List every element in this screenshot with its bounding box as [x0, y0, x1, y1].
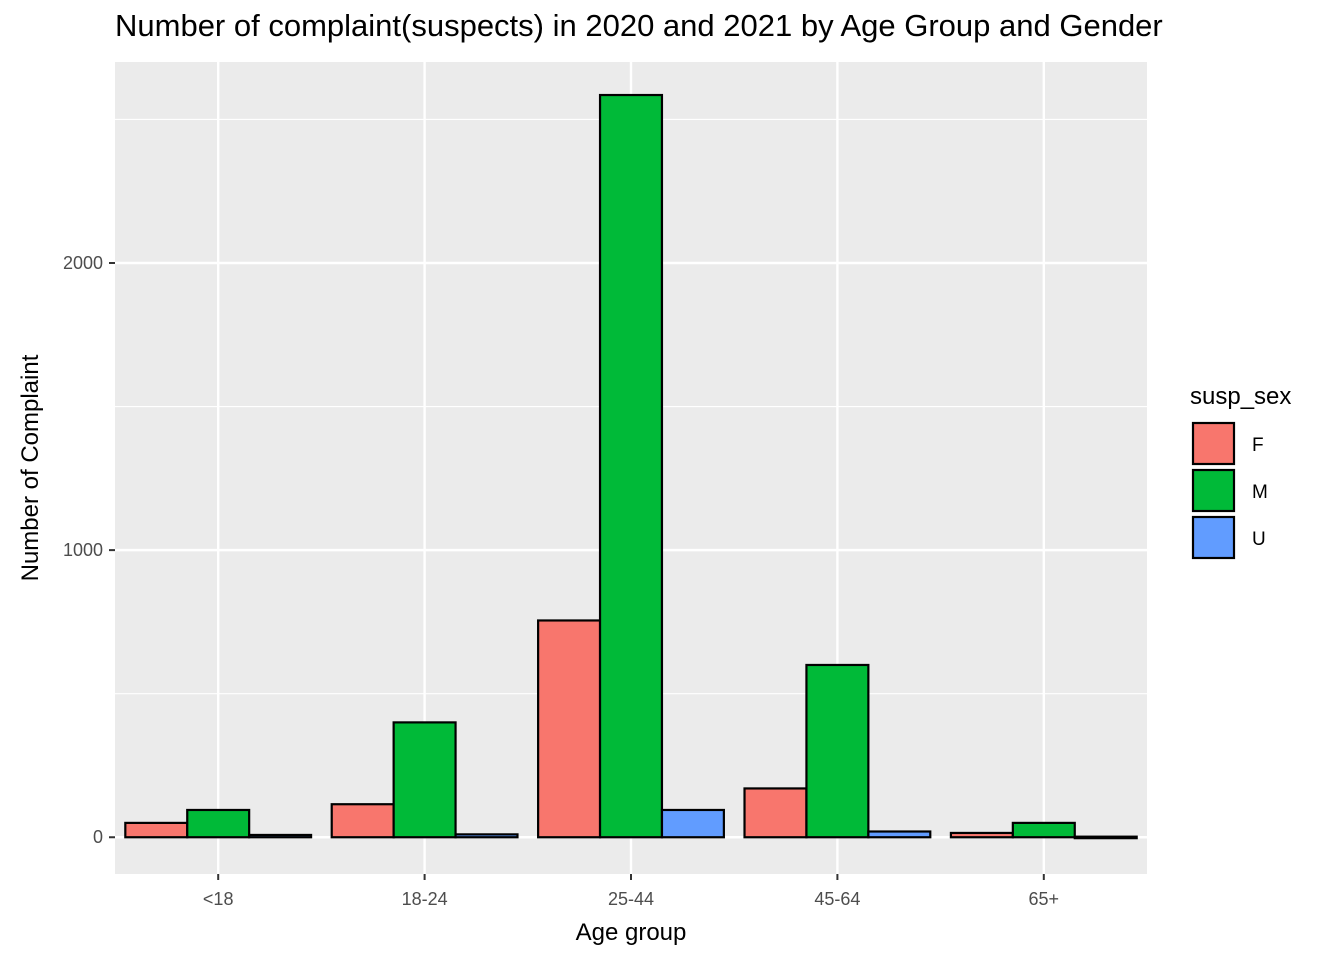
- y-tick-label: 1000: [63, 540, 103, 560]
- bar-M-45-64: [805, 663, 870, 839]
- bar-F-45-64: [743, 787, 808, 839]
- legend-title: susp_sex: [1190, 383, 1291, 410]
- bar-M-65+: [1011, 821, 1076, 839]
- bar-M-<18: [186, 808, 251, 839]
- bar-F-<18: [124, 821, 189, 839]
- legend-label-U: U: [1252, 529, 1266, 550]
- x-tick-label: 45-64: [814, 889, 860, 909]
- y-tick-label: 0: [93, 827, 103, 847]
- chart-title: Number of complaint(suspects) in 2020 an…: [115, 8, 1163, 43]
- x-tick-label: 18-24: [402, 889, 448, 909]
- bar-U-<18: [248, 833, 313, 839]
- legend-key-U: [1191, 515, 1236, 560]
- axes: 0 1000 2000 <18 18-24 25-44 45-64 65+: [63, 253, 1059, 909]
- bar-F-18-24: [330, 803, 395, 839]
- bar-M-18-24: [392, 721, 457, 839]
- x-tick-label: 25-44: [608, 889, 654, 909]
- legend-key-M: [1191, 468, 1236, 513]
- legend: susp_sex F M U: [1190, 383, 1291, 560]
- x-tick-label: <18: [203, 889, 234, 909]
- bars: [124, 93, 1138, 840]
- legend-key-F: [1191, 421, 1236, 466]
- legend-label-F: F: [1252, 435, 1264, 456]
- bar-F-65+: [949, 831, 1014, 839]
- bar-U-18-24: [454, 833, 519, 839]
- bar-M-25-44: [598, 93, 664, 839]
- y-tick-label: 2000: [63, 253, 103, 273]
- bar-U-45-64: [867, 830, 932, 839]
- x-axis-title: Age group: [576, 919, 687, 946]
- y-axis-title: Number of Complaint: [17, 354, 44, 581]
- x-tick-label: 65+: [1029, 889, 1060, 909]
- bar-U-25-44: [660, 808, 725, 839]
- bar-F-25-44: [537, 619, 602, 839]
- bar-U-65+: [1073, 835, 1138, 840]
- legend-label-M: M: [1252, 482, 1268, 503]
